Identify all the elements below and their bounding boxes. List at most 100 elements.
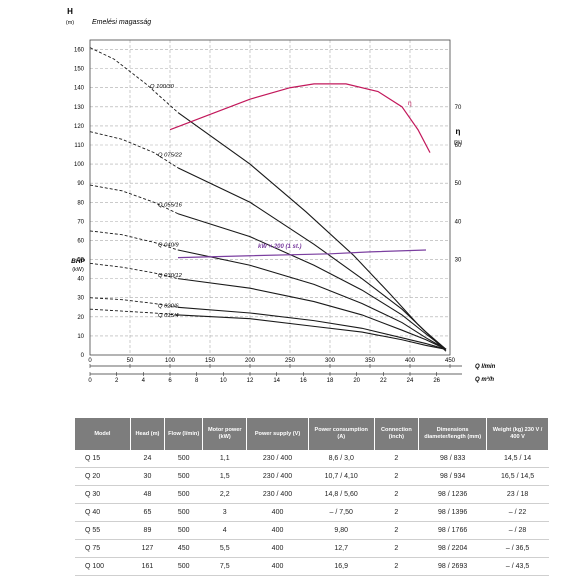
cell-dimensions: 98 / 1236 (418, 485, 487, 504)
table-row: Q 20 30 500 1,5 230 / 400 10,7 / 4,10 2 … (75, 467, 549, 486)
power-curve-label: kW × 200 (1 st.) (258, 244, 302, 250)
cell-power-supply: 230 / 400 (246, 450, 309, 468)
cell-weight: 14,5 / 14 (486, 450, 549, 468)
bhp-label: BHP (71, 258, 85, 265)
x-tick-label-m3h: 2 (115, 378, 119, 384)
cell-motor-power: 1,5 (202, 467, 247, 486)
header-power-supply: Power supply (V) (246, 418, 309, 450)
x-tick-label-lmin: 150 (205, 358, 216, 364)
cell-head: 161 (130, 557, 165, 576)
cell-dimensions: 98 / 934 (418, 467, 487, 486)
eta-axis-unit: (%) (454, 140, 463, 146)
head-curve (177, 213, 447, 350)
bhp-unit: (kW) (72, 267, 84, 273)
x-tick-label-m3h: 16 (300, 378, 307, 384)
cell-flow: 500 (164, 450, 203, 468)
header-connection: Connection (inch) (374, 418, 420, 450)
cell-power-supply: 230 / 400 (246, 467, 309, 486)
cell-weight: – / 36,5 (486, 539, 549, 558)
y-tick-label: 0 (81, 353, 85, 359)
y-tick-label: 150 (74, 67, 85, 73)
x-tick-label-lmin: 350 (365, 358, 376, 364)
cell-motor-power: 2,2 (202, 485, 247, 504)
x-tick-label-m3h: 18 (327, 378, 334, 384)
table-row: Q 75 127 450 5,5 400 12,7 2 98 / 2204 – … (75, 539, 549, 558)
cell-flow: 500 (164, 503, 203, 522)
cell-dimensions: 98 / 2693 (418, 557, 487, 576)
cell-power-supply: 400 (246, 557, 309, 576)
series-label: Q 100/30 (150, 84, 175, 90)
series-label: Q 020/6 (158, 303, 179, 309)
y-tick-label: 60 (77, 238, 84, 244)
series-label: Q 055/16 (158, 202, 183, 208)
header-power-consumption: Power consumption (A) (308, 418, 375, 450)
cell-model: Q 15 (75, 450, 131, 468)
power-curve (177, 249, 427, 259)
eta-tick-label: 30 (455, 258, 462, 264)
y-tick-label: 130 (74, 105, 85, 111)
cell-motor-power: 1,1 (202, 450, 247, 468)
table-row: Q 30 48 500 2,2 230 / 400 14,8 / 5,60 2 … (75, 485, 549, 504)
cell-connection: 2 (374, 467, 419, 486)
x-tick-label-lmin: 250 (285, 358, 296, 364)
y-tick-label: 20 (77, 315, 84, 321)
cell-connection: 2 (374, 450, 419, 468)
eta-axis-label: η (456, 127, 461, 136)
head-curve (177, 167, 447, 350)
chart-svg: H (m) Emelési magasság BHP (kW) η (%) Q … (66, 7, 496, 384)
cell-power-consumption: 14,8 / 5,60 (308, 485, 375, 504)
y-tick-label: 30 (77, 296, 84, 302)
cell-power-consumption: 16,9 (308, 557, 375, 576)
spec-header-row: Model Head (m) Flow (l/min) Motor power … (75, 418, 549, 450)
head-curve (177, 112, 447, 352)
x-tick-label-m3h: 22 (380, 378, 387, 384)
head-curve-dashed (89, 131, 179, 169)
pump-performance-chart: H (m) Emelési magasság BHP (kW) η (%) Q … (66, 7, 496, 384)
cell-model: Q 20 (75, 467, 131, 486)
eta-tick-label: 50 (455, 181, 462, 187)
y-tick-label: 90 (77, 181, 84, 187)
head-curve-dashed (89, 297, 179, 308)
cell-dimensions: 98 / 1396 (418, 503, 487, 522)
cell-model: Q 100 (75, 557, 131, 576)
cell-flow: 500 (164, 557, 203, 576)
cell-connection: 2 (374, 521, 419, 540)
cell-head: 65 (130, 503, 165, 522)
cell-dimensions: 98 / 2204 (418, 539, 487, 558)
y-tick-label: 50 (77, 258, 84, 264)
head-curve-dashed (89, 230, 179, 251)
y-tick-label: 10 (77, 334, 84, 340)
y-tick-label: 100 (74, 162, 85, 168)
x-tick-label-m3h: 14 (273, 378, 280, 384)
header-head: Head (m) (130, 418, 166, 450)
cell-power-consumption: 12,7 (308, 539, 375, 558)
cell-connection: 2 (374, 539, 419, 558)
y-tick-label: 80 (77, 200, 84, 206)
cell-power-consumption: – / 7,50 (308, 503, 375, 522)
cell-flow: 450 (164, 539, 203, 558)
y-tick-label: 40 (77, 277, 84, 283)
x-tick-label-m3h: 4 (142, 378, 146, 384)
series-label: Q 075/22 (158, 153, 183, 159)
y-tick-label: 70 (77, 219, 84, 225)
table-row: Q 15 24 500 1,1 230 / 400 8,6 / 3,0 2 98… (75, 450, 549, 468)
cell-head: 127 (130, 539, 165, 558)
cell-motor-power: 3 (202, 503, 247, 522)
x-tick-label-lmin: 100 (165, 358, 176, 364)
cell-model: Q 55 (75, 521, 131, 540)
x-tick-label-lmin: 300 (325, 358, 336, 364)
cell-power-supply: 230 / 400 (246, 485, 309, 504)
x-axis-label-lmin: Q l/min (475, 364, 496, 370)
cell-head: 24 (130, 450, 165, 468)
head-curve (177, 306, 447, 350)
y-tick-label: 110 (74, 143, 84, 149)
x-tick-label-lmin: 50 (127, 358, 134, 364)
cell-power-supply: 400 (246, 503, 309, 522)
pump-spec-table: Model Head (m) Flow (l/min) Motor power … (75, 418, 549, 576)
cell-motor-power: 7,5 (202, 557, 247, 576)
y-axis-unit: (m) (66, 20, 74, 26)
table-row: Q 40 65 500 3 400 – / 7,50 2 98 / 1396 –… (75, 503, 549, 522)
cell-weight: 16,5 / 14,5 (486, 467, 549, 486)
table-row: Q 55 89 500 4 400 9,80 2 98 / 1766 – / 2… (75, 521, 549, 540)
x-tick-label-m3h: 8 (195, 378, 199, 384)
